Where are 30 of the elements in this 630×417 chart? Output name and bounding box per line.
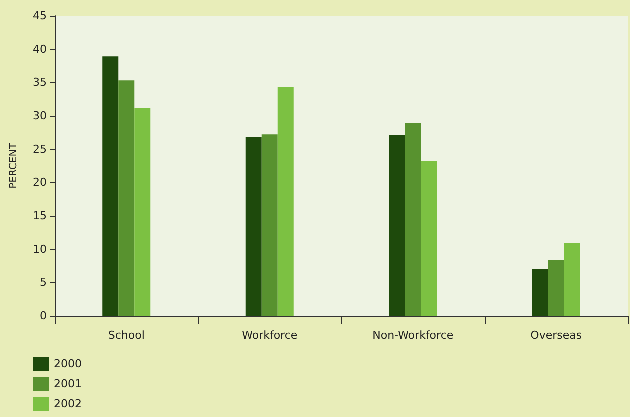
bar xyxy=(421,161,438,316)
bar xyxy=(389,135,406,316)
y-tick-label: 15 xyxy=(33,210,47,222)
legend-label: 2002 xyxy=(54,398,82,410)
y-tick-label: 5 xyxy=(40,276,47,290)
x-tick-label: Non-Workforce xyxy=(372,329,454,342)
y-tick-label: 20 xyxy=(33,176,47,190)
bar xyxy=(548,260,564,316)
y-tick-label: 10 xyxy=(33,242,47,256)
bar xyxy=(134,108,151,316)
bar xyxy=(532,269,548,316)
legend-label: 2000 xyxy=(54,358,82,370)
x-tick-label: Overseas xyxy=(530,329,582,342)
x-tick-label: School xyxy=(108,329,145,342)
bar xyxy=(564,243,580,316)
y-tick-label: 30 xyxy=(33,110,47,122)
x-tick-label: Workforce xyxy=(242,329,298,342)
bar xyxy=(118,80,135,316)
bar xyxy=(102,56,119,316)
y-tick-label: 0 xyxy=(40,310,47,322)
bar xyxy=(262,134,278,316)
legend-label: 2001 xyxy=(54,378,82,390)
y-tick-label: 35 xyxy=(33,76,47,90)
y-tick-label: 45 xyxy=(33,10,47,22)
bar xyxy=(246,137,262,316)
y-tick-label: 40 xyxy=(33,42,47,56)
y-axis-title: PERCENT xyxy=(8,142,20,189)
bar xyxy=(278,87,294,316)
bar xyxy=(405,123,422,316)
y-tick-label: 25 xyxy=(33,142,47,156)
